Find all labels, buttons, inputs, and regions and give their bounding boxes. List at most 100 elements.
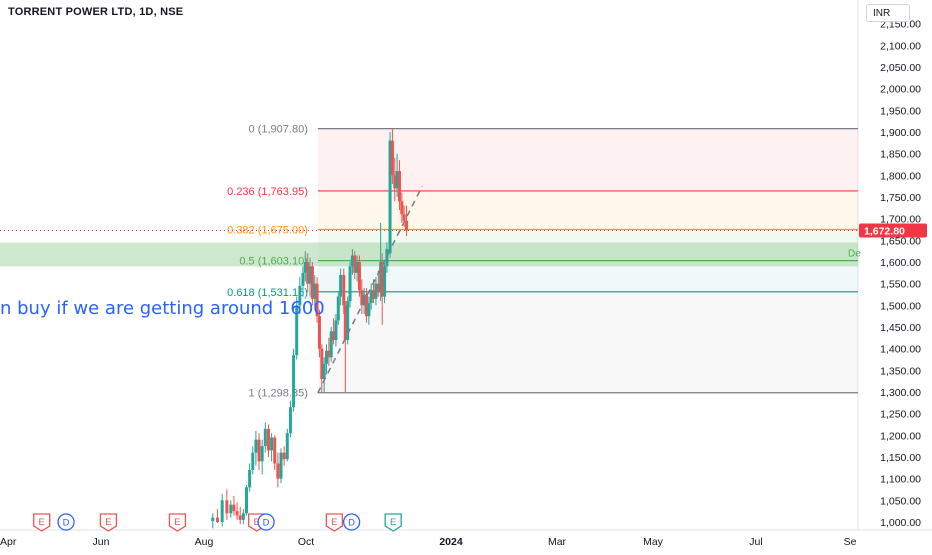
y-tick-label: 1,900.00: [880, 127, 921, 139]
y-tick-label: 1,200.00: [880, 430, 921, 442]
candle-body: [343, 305, 347, 340]
fib-band: [317, 291, 858, 393]
y-tick-label: 1,400.00: [880, 344, 921, 356]
y-tick-label: 1,700.00: [880, 214, 921, 226]
candle-body: [295, 305, 299, 356]
x-tick-label: Aug: [195, 536, 214, 548]
candle-body: [220, 500, 224, 522]
candle-body: [393, 175, 397, 189]
candle-body: [365, 294, 369, 317]
y-tick-label: 1,600.00: [880, 257, 921, 269]
candle-body: [276, 463, 280, 479]
candle-body: [397, 171, 401, 202]
candle-body: [329, 331, 333, 358]
candle-body: [346, 301, 350, 340]
candle-body: [336, 296, 340, 321]
fib-level-label: 0.236 (1,763.95): [227, 186, 308, 198]
earnings-event-marker: [99, 513, 118, 532]
candle-body: [360, 290, 364, 306]
candle-body: [285, 433, 289, 460]
dividend-event-label: D: [63, 518, 70, 529]
candle-body: [238, 515, 242, 520]
candle-body: [339, 275, 343, 297]
candle-body: [379, 262, 383, 293]
y-tick-label: 1,450.00: [880, 322, 921, 334]
candle-body: [388, 140, 392, 254]
candle-body: [298, 285, 302, 306]
candle-body: [301, 272, 305, 286]
candle-body: [306, 262, 310, 284]
fib-level-label: 1 (1,298.35): [249, 388, 308, 400]
candle-body: [229, 504, 233, 514]
candle-body: [292, 355, 296, 408]
candle-body: [273, 437, 277, 464]
y-tick-label: 1,800.00: [880, 170, 921, 182]
candle-body: [369, 290, 373, 304]
fib-level-label: 0.5 (1,603.10): [239, 256, 308, 268]
candle-body: [263, 428, 267, 447]
candle-body: [317, 316, 321, 349]
candle-body: [248, 470, 252, 488]
earnings-event-label: E: [254, 517, 260, 528]
dividend-event-label: D: [348, 518, 355, 529]
candle-body: [374, 283, 378, 299]
candle-body: [257, 439, 261, 462]
fib-level-label: 0.618 (1,531.15): [227, 287, 308, 299]
candle-body: [395, 171, 399, 189]
y-tick-label: 1,850.00: [880, 149, 921, 161]
candle-body: [266, 428, 270, 451]
x-tick-label: Jul: [749, 536, 762, 548]
demand-zone-label: De: [848, 248, 861, 259]
candle-body: [390, 140, 394, 176]
y-tick-label: 1,350.00: [880, 365, 921, 377]
y-tick-label: 1,050.00: [880, 495, 921, 507]
annotation-text[interactable]: n buy if we are getting around 1600: [0, 298, 325, 319]
candle-body: [405, 220, 409, 231]
candle-body: [350, 255, 354, 267]
last-price-tag-label: 1,672.80: [864, 225, 905, 237]
earnings-event-marker: [384, 513, 402, 532]
candle-body: [260, 446, 264, 462]
candle-body: [241, 513, 245, 520]
candle-body: [332, 331, 336, 340]
earnings-event-label: E: [174, 517, 180, 528]
x-tick-label: Jun: [93, 536, 110, 548]
candle-body: [367, 303, 371, 317]
y-tick-label: 1,750.00: [880, 192, 921, 204]
candle-body: [251, 452, 255, 470]
earnings-event-label: E: [39, 517, 45, 528]
trend-line: [317, 185, 423, 394]
candle-body: [270, 437, 274, 451]
candle-body: [372, 290, 376, 299]
earnings-event-marker: [33, 513, 51, 532]
y-tick-label: 1,650.00: [880, 235, 921, 247]
dividend-event-marker: [257, 513, 275, 531]
candle-body: [320, 348, 324, 379]
candle-body: [376, 283, 380, 293]
candle-body: [342, 275, 346, 306]
x-tick-label: May: [643, 536, 664, 548]
candle-body: [303, 262, 307, 273]
candle-body: [215, 517, 219, 522]
candle-body: [288, 407, 292, 434]
candle-body: [313, 283, 317, 299]
x-tick-label: 2024: [439, 536, 463, 548]
y-tick-label: 1,000.00: [880, 517, 921, 529]
y-tick-label: 2,100.00: [880, 40, 921, 52]
candle-body: [400, 201, 404, 215]
y-tick-label: 2,000.00: [880, 84, 921, 96]
candle-body: [232, 504, 236, 512]
earnings-event-label: E: [105, 517, 111, 528]
candle-body: [254, 439, 258, 453]
fib-level-label: 0.382 (1,675.00): [227, 225, 308, 237]
earnings-event-marker: [325, 513, 344, 532]
y-tick-label: 1,500.00: [880, 300, 921, 312]
dividend-event-label: D: [263, 518, 270, 529]
candle-body: [402, 214, 406, 221]
candle-body: [334, 320, 338, 340]
candle-body: [357, 262, 361, 291]
currency-selector[interactable]: INR: [866, 4, 910, 22]
y-tick-label: 1,550.00: [880, 279, 921, 291]
